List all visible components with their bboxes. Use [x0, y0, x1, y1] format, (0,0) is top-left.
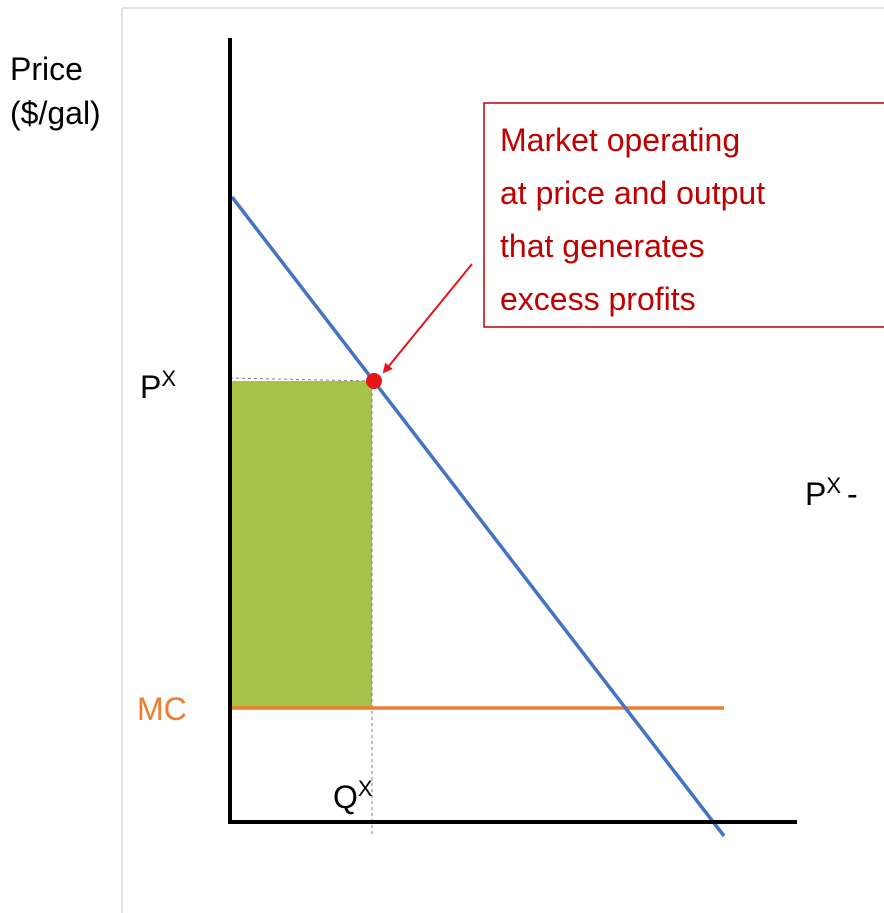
label-base: P — [805, 476, 826, 512]
quantity-label: QX — [333, 776, 373, 815]
profit-area — [230, 381, 372, 708]
annotation-line: that generates — [500, 228, 705, 264]
price-label: PX — [140, 366, 176, 405]
annotation-line: Market operating — [500, 122, 740, 158]
axis-label: Price — [10, 51, 83, 87]
label-suffix: - — [847, 476, 858, 512]
label-sup: X — [826, 473, 841, 498]
demand-line — [230, 195, 726, 838]
annotation-line: excess profits — [500, 281, 696, 317]
annotation-arrow — [382, 263, 473, 374]
side-label: PX - — [805, 473, 858, 512]
annotation-text: Market operating at price and output tha… — [500, 122, 765, 317]
price-guide — [229, 377, 373, 382]
label-sup: X — [161, 366, 176, 391]
annotation-line: at price and output — [500, 175, 765, 211]
label-base: P — [140, 369, 161, 405]
operating-point — [366, 373, 382, 389]
axis-label: ($/gal) — [10, 95, 101, 131]
mc-label: MC — [137, 691, 187, 727]
annotation-box — [483, 102, 884, 328]
label-sup: X — [358, 776, 373, 801]
label-base: Q — [333, 779, 358, 815]
